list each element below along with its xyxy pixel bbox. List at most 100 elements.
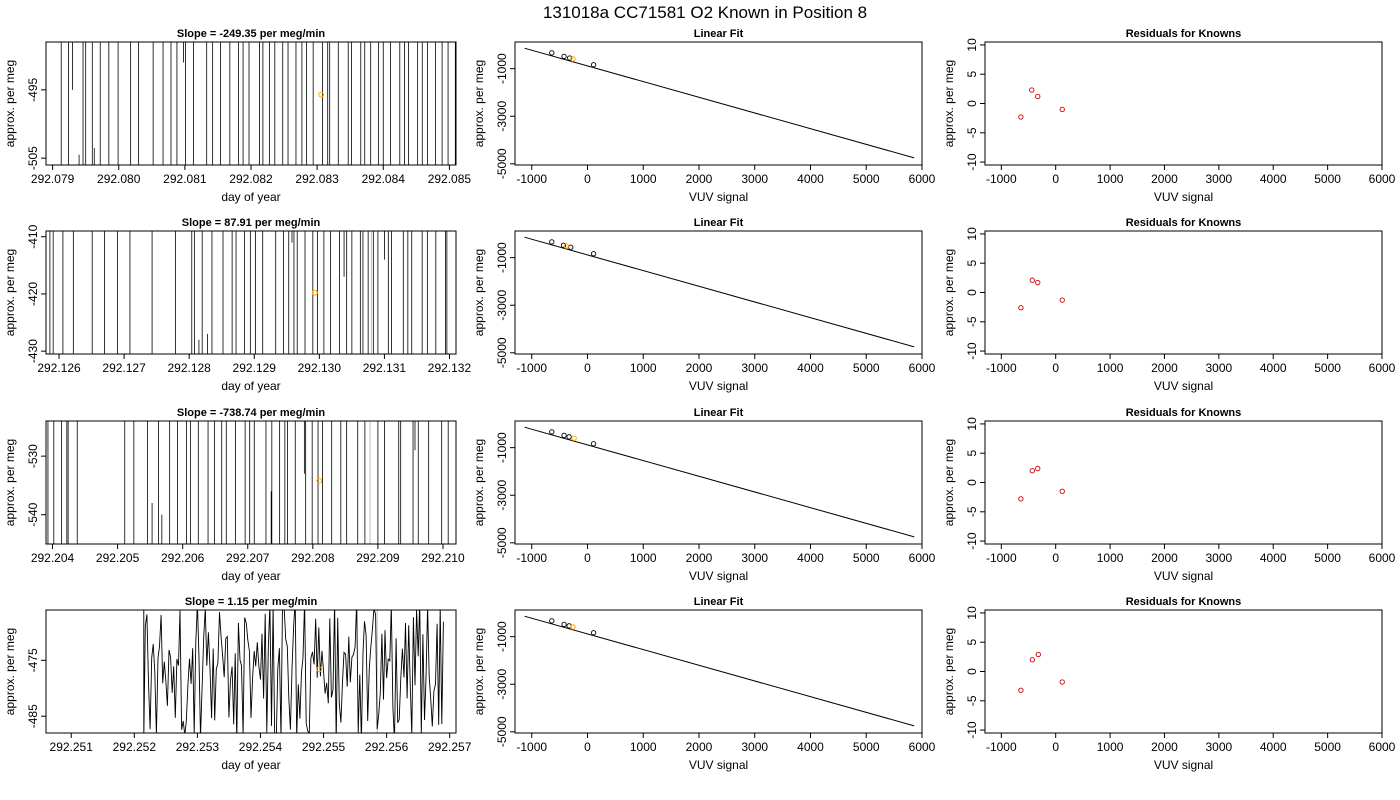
fit-point xyxy=(568,244,574,250)
x-tick-label: 2000 xyxy=(1151,740,1178,754)
y-tick-label: -5 xyxy=(965,127,979,138)
x-tick-label: 0 xyxy=(584,740,591,754)
y-tick-label: -475 xyxy=(26,648,40,672)
x-tick-label: 292.127 xyxy=(102,361,146,375)
plot-frame xyxy=(514,41,923,166)
y-tick-label: -3000 xyxy=(495,669,509,700)
x-tick-label: 2000 xyxy=(1151,361,1178,375)
x-tick-label: 292.085 xyxy=(428,172,472,186)
x-tick-label: 292.130 xyxy=(298,361,342,375)
x-tick-label: 3000 xyxy=(741,740,768,754)
x-tick-label: 3000 xyxy=(1205,172,1232,186)
residual-point xyxy=(1018,687,1024,693)
y-tick-label: -1000 xyxy=(495,621,509,652)
x-axis-label: day of year xyxy=(221,379,280,393)
x-tick-label: 6000 xyxy=(909,172,936,186)
y-tick-label: -410 xyxy=(26,224,40,248)
y-axis-label: approx. per meg xyxy=(472,439,486,526)
y-tick-label: 0 xyxy=(965,289,979,296)
y-tick-label: -3000 xyxy=(495,101,509,132)
x-tick-label: 292.132 xyxy=(428,361,472,375)
residual-point xyxy=(1035,93,1041,100)
x-tick-label: 292.206 xyxy=(161,551,205,565)
x-tick-label: 292.251 xyxy=(50,740,94,754)
residual-point xyxy=(1059,106,1065,113)
x-tick-label: 5000 xyxy=(853,551,880,565)
panel-title: Slope = 1.15 per meg/min xyxy=(185,596,318,608)
fit-point xyxy=(549,618,555,624)
y-tick-label: -5000 xyxy=(495,337,509,368)
y-axis-label: approx. per meg xyxy=(472,249,486,336)
plot-area xyxy=(524,615,915,727)
known-point xyxy=(316,477,323,484)
y-axis-label: approx. per meg xyxy=(472,628,486,715)
y-tick-label: -540 xyxy=(26,502,40,526)
residual-point xyxy=(1035,279,1041,286)
x-tick-label: 2000 xyxy=(686,740,713,754)
plot-frame xyxy=(45,41,457,166)
x-tick-label: 5000 xyxy=(853,740,880,754)
y-axis-label: approx. per meg xyxy=(942,628,956,715)
residual-point xyxy=(1029,87,1035,93)
x-tick-label: 1000 xyxy=(1097,551,1124,565)
panel-title: Slope = -249.35 per meg/min xyxy=(177,28,326,40)
x-tick-label: 1000 xyxy=(630,740,657,754)
x-tick-label: 3000 xyxy=(1205,551,1232,565)
fit-point xyxy=(590,251,597,257)
x-tick-label: -1000 xyxy=(516,740,547,754)
x-axis-label: VUV signal xyxy=(1154,569,1213,583)
residual-point xyxy=(1018,305,1024,311)
y-axis-label: approx. per meg xyxy=(3,249,17,336)
x-tick-label: 2000 xyxy=(686,551,713,565)
x-tick-label: 292.256 xyxy=(365,740,409,754)
x-tick-label: 6000 xyxy=(1369,172,1396,186)
x-tick-label: 6000 xyxy=(1369,361,1396,375)
x-tick-label: 292.255 xyxy=(302,740,346,754)
fit-point xyxy=(561,53,567,60)
x-tick-label: 292.079 xyxy=(31,172,75,186)
x-tick-label: 292.207 xyxy=(226,551,270,565)
x-tick-label: 6000 xyxy=(1369,740,1396,754)
y-tick-label: -485 xyxy=(26,704,40,728)
plot-area xyxy=(1018,277,1065,311)
residual-point xyxy=(1029,277,1035,283)
x-tick-label: 292.081 xyxy=(163,172,207,186)
y-axis-label: approx. per meg xyxy=(472,60,486,147)
x-tick-label: 0 xyxy=(1052,740,1059,754)
x-tick-label: 292.204 xyxy=(31,551,75,565)
fit-point xyxy=(561,432,567,439)
plot-area xyxy=(524,47,915,159)
x-tick-label: 0 xyxy=(584,361,591,375)
x-axis-label: VUV signal xyxy=(1154,758,1213,772)
plot-frame xyxy=(45,230,457,355)
x-tick-label: 1000 xyxy=(1097,740,1124,754)
x-tick-label: 292.252 xyxy=(113,740,157,754)
panel-title: Residuals for Knowns xyxy=(1126,596,1242,608)
x-tick-label: 0 xyxy=(584,551,591,565)
x-tick-label: 4000 xyxy=(1260,551,1287,565)
x-tick-label: 1000 xyxy=(1097,172,1124,186)
fit-point xyxy=(560,242,567,248)
x-tick-label: 292.253 xyxy=(176,740,220,754)
x-tick-label: -1000 xyxy=(516,551,547,565)
panel-r2-trace: Slope = 87.91 per meg/min day of year appr… xyxy=(3,217,471,393)
x-tick-label: 1000 xyxy=(630,551,657,565)
x-axis-label: VUV signal xyxy=(689,569,748,583)
x-tick-label: 0 xyxy=(1052,361,1059,375)
x-tick-label: -1000 xyxy=(986,172,1017,186)
fit-line xyxy=(524,426,915,538)
panel-r2-resid: Residuals for Knowns VUV signal approx. pe… xyxy=(942,217,1396,393)
plot-area xyxy=(60,42,456,165)
x-tick-label: 292.205 xyxy=(96,551,140,565)
plot-frame xyxy=(45,420,457,545)
x-tick-label: 4000 xyxy=(797,361,824,375)
panel-r4-resid: Residuals for Knowns VUV signal approx. pe… xyxy=(942,596,1396,772)
residual-point xyxy=(1035,465,1041,472)
x-tick-label: -1000 xyxy=(986,551,1017,565)
panel-title: Linear Fit xyxy=(694,28,744,40)
plot-frame xyxy=(984,420,1383,545)
x-tick-label: 4000 xyxy=(797,172,824,186)
fit-point xyxy=(590,62,597,68)
y-tick-label: -3000 xyxy=(495,290,509,321)
plot-frame xyxy=(514,609,923,734)
